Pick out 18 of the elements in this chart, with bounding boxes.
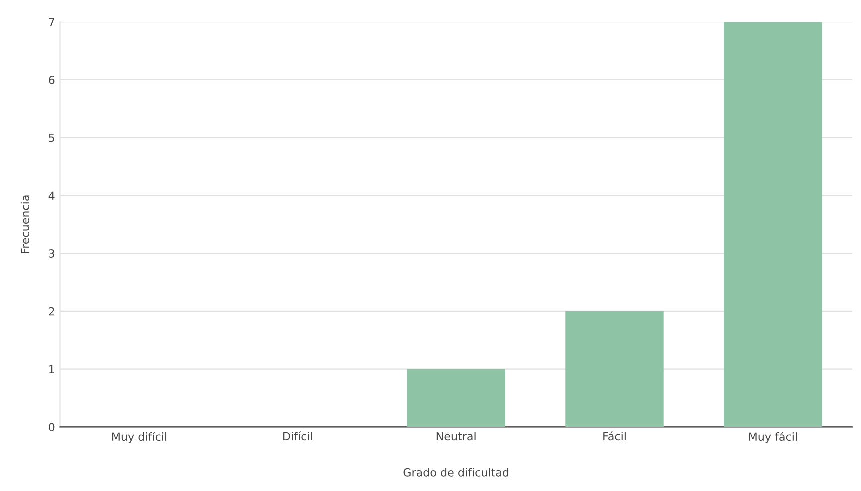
y-tick-label: 6	[49, 76, 55, 84]
y-tick-label: 1	[50, 365, 54, 374]
x-tick-label: Muy difícil	[112, 432, 167, 444]
x-tick-label: Difícil	[284, 432, 312, 441]
y-tick-label: 0	[49, 423, 55, 432]
y-tick-label: 2	[49, 307, 54, 316]
bar	[566, 311, 664, 428]
y-axis-title: Frecuencia	[20, 196, 30, 254]
bar	[407, 369, 506, 428]
x-tick-label: Muy fácil	[749, 432, 798, 444]
x-tick-label: Fácil	[604, 432, 626, 441]
y-tick-label: 4	[48, 192, 55, 200]
x-tick-label: Neutral	[436, 432, 476, 441]
y-tick-label: 7	[49, 18, 54, 26]
x-axis-title: Grado de dificultad	[404, 468, 509, 477]
bar	[724, 22, 822, 428]
y-tick-label: 3	[49, 250, 55, 258]
y-tick-label: 5	[49, 134, 54, 142]
